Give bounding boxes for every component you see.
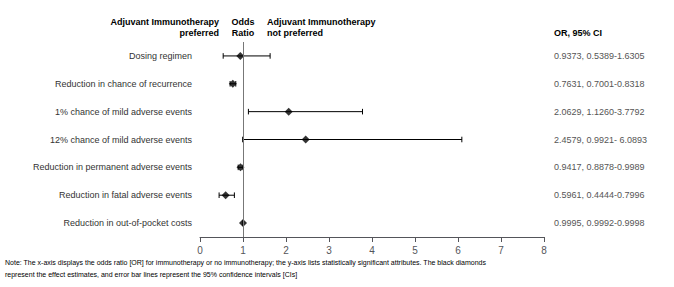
svg-text:Adjuvant Immunotherapy: Adjuvant Immunotherapy bbox=[110, 17, 219, 27]
svg-text:1% chance of mild adverse even: 1% chance of mild adverse events bbox=[55, 107, 193, 117]
svg-text:4: 4 bbox=[369, 245, 375, 256]
svg-text:Odds: Odds bbox=[231, 17, 254, 27]
svg-text:2: 2 bbox=[283, 245, 289, 256]
svg-text:0.9417, 0.8878-0.9989: 0.9417, 0.8878-0.9989 bbox=[554, 162, 645, 172]
svg-text:12% chance of mild adverse eve: 12% chance of mild adverse events bbox=[50, 135, 193, 145]
svg-text:OR, 95% CI: OR, 95% CI bbox=[554, 28, 602, 38]
svg-text:preferred: preferred bbox=[179, 28, 219, 38]
svg-text:represent the effect estimates: represent the effect estimates, and erro… bbox=[5, 271, 297, 279]
svg-text:Note: The x-axis displays the: Note: The x-axis displays the odds ratio… bbox=[5, 259, 487, 267]
svg-text:1: 1 bbox=[240, 245, 246, 256]
svg-text:0.5961, 0.4444-0.7996: 0.5961, 0.4444-0.7996 bbox=[554, 190, 645, 200]
svg-text:Reduction in out-of-pocket cos: Reduction in out-of-pocket costs bbox=[63, 218, 192, 228]
svg-text:Dosing regimen: Dosing regimen bbox=[129, 51, 192, 61]
svg-text:6: 6 bbox=[455, 245, 461, 256]
svg-text:Ratio: Ratio bbox=[232, 28, 255, 38]
svg-text:Reduction in chance of recurre: Reduction in chance of recurrence bbox=[55, 79, 192, 89]
svg-text:8: 8 bbox=[541, 245, 547, 256]
svg-text:not preferred: not preferred bbox=[267, 28, 323, 38]
svg-text:Reduction in fatal adverse eve: Reduction in fatal adverse events bbox=[59, 190, 193, 200]
svg-text:0.7631, 0.7001-0.8318: 0.7631, 0.7001-0.8318 bbox=[554, 79, 645, 89]
svg-text:7: 7 bbox=[498, 245, 504, 256]
svg-text:0: 0 bbox=[197, 245, 203, 256]
svg-text:0.9995, 0.9992-0.9998: 0.9995, 0.9992-0.9998 bbox=[554, 218, 645, 228]
svg-text:0.9373, 0.5389-1.6305: 0.9373, 0.5389-1.6305 bbox=[554, 51, 645, 61]
svg-text:2.4579, 0.9921- 6.0893: 2.4579, 0.9921- 6.0893 bbox=[554, 135, 647, 145]
svg-text:Adjuvant Immunotherapy: Adjuvant Immunotherapy bbox=[267, 17, 376, 27]
svg-text:2.0629, 1.1260-3.7792: 2.0629, 1.1260-3.7792 bbox=[554, 107, 645, 117]
svg-text:3: 3 bbox=[326, 245, 332, 256]
svg-text:Reduction in permanent adverse: Reduction in permanent adverse events bbox=[33, 162, 193, 172]
svg-text:5: 5 bbox=[412, 245, 418, 256]
